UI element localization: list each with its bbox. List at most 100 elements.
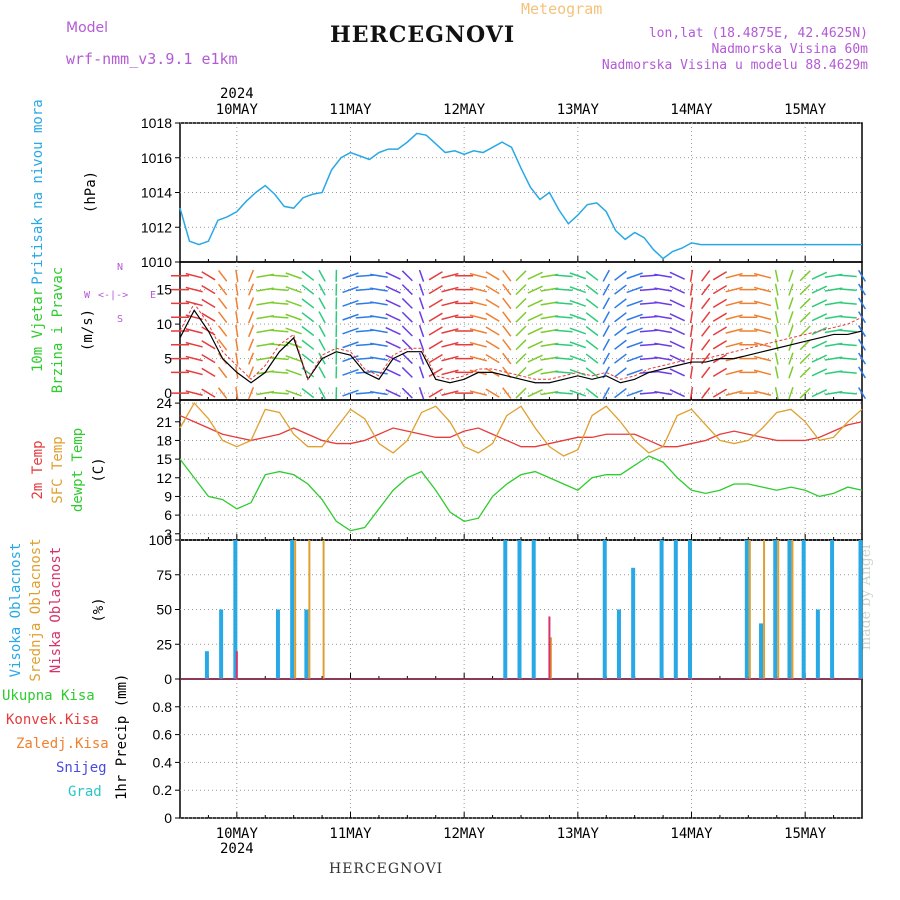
wind-arrow	[788, 311, 794, 324]
wind-ylabel-sub: Brzina i Pravac	[50, 267, 66, 393]
cloud-bar	[787, 540, 792, 679]
wind-arrow	[301, 387, 315, 399]
wind-arrow	[639, 329, 658, 333]
wind-arrow	[527, 313, 543, 322]
precip-legend-item: Grad	[68, 784, 102, 800]
wind-arrow	[201, 298, 216, 309]
wind-tick-label: 5	[164, 351, 172, 367]
wind-arrow	[441, 369, 459, 376]
wind-arrow	[502, 352, 512, 365]
wind-arrow	[185, 390, 203, 396]
wind-arrow	[774, 324, 779, 338]
wind-arrow	[554, 315, 573, 319]
wind-arrow	[515, 311, 527, 323]
cloud-bar	[673, 540, 678, 679]
wind-arrow	[342, 313, 359, 321]
wind-arrow	[626, 389, 643, 397]
wind-arrow	[811, 299, 828, 308]
wind-arrow	[654, 356, 672, 361]
wind-arrow	[418, 338, 425, 351]
wind-arrow	[185, 341, 203, 348]
wind-arrow	[418, 269, 425, 282]
model-altitude: Nadmorska Visina u modelu 88.4629m	[601, 58, 868, 73]
wind-arrow	[270, 274, 289, 278]
wind-arrow	[569, 272, 587, 280]
wind-arrow	[669, 313, 685, 322]
wind-arrow	[857, 283, 867, 296]
precipitation-tick-label: 0.6	[153, 727, 173, 743]
precip-legend-item: Snijeg	[56, 760, 107, 776]
wind-arrow	[811, 368, 828, 377]
wind-arrow	[217, 283, 228, 296]
wind-arrow	[502, 283, 512, 296]
wind-arrow	[248, 352, 255, 365]
wind-arrow	[318, 283, 326, 296]
wind-arrow	[725, 286, 743, 293]
cloud-bar	[294, 540, 297, 679]
wind-arrow	[441, 272, 459, 279]
wind-arrow	[428, 298, 443, 309]
wind-arrow	[774, 311, 779, 324]
wind-arrow	[342, 389, 359, 397]
wind-arrow	[428, 312, 443, 322]
wind-arrow	[701, 297, 711, 310]
cloud-bar	[801, 540, 806, 679]
wind-arrow	[799, 270, 811, 282]
wind-arrow	[811, 388, 828, 398]
wind-arrow	[811, 340, 828, 349]
wind-arrow	[441, 390, 459, 396]
day-label-top: 12MAY	[443, 102, 486, 118]
wind-arrow	[654, 390, 672, 396]
clouds-tick-label: 75	[156, 567, 172, 583]
wind-arrow	[401, 325, 413, 337]
wind-arrow	[689, 283, 694, 296]
day-label-top: 11MAY	[329, 102, 372, 118]
wind-arrow	[669, 285, 685, 294]
wind-arrow	[669, 326, 685, 336]
wind-arrow	[318, 269, 326, 282]
meteogram-label: Meteogram	[521, 0, 603, 18]
cloud-bar	[777, 540, 780, 679]
day-label-top: 13MAY	[557, 102, 600, 118]
cloud-bar	[204, 651, 209, 679]
wind-arrow	[342, 286, 359, 294]
wind-arrow	[370, 273, 388, 278]
wind-arrow	[701, 311, 711, 324]
wind-arrow	[654, 315, 672, 320]
wind-arrow	[418, 297, 425, 310]
cloud-bar	[830, 540, 835, 679]
wind-arrow	[285, 389, 302, 397]
day-label-bottom: 10MAY	[216, 826, 259, 842]
wind-arrow	[689, 324, 694, 338]
day-label-top: 14MAY	[670, 102, 713, 118]
wind-arrow	[585, 270, 599, 281]
cloud-bar	[659, 540, 664, 679]
wind-arrow	[654, 370, 672, 375]
temperature-tick-label: 3	[164, 526, 172, 542]
wind-arrow	[725, 341, 743, 348]
wind-arrow	[185, 369, 203, 376]
cloud-bar	[815, 609, 820, 679]
wind-arrow	[235, 387, 239, 400]
wind-gust-line	[179, 302, 863, 381]
wind-arrow	[614, 298, 627, 309]
dewpoint-line	[179, 455, 863, 532]
wind-arrow	[669, 388, 685, 398]
wind-arrow	[285, 286, 302, 294]
wind-arrow	[626, 286, 643, 294]
wind-arrow	[318, 387, 326, 400]
wind-arrow	[485, 353, 500, 364]
wind-arrow	[712, 271, 727, 281]
wind-arrow	[725, 314, 743, 321]
wind-tick-label: 15	[156, 282, 172, 298]
temperature-tick-label: 9	[164, 488, 172, 504]
temperature-tick-label: 12	[156, 470, 172, 486]
year-label-top: 2024	[220, 86, 254, 102]
compass-arrows: <-|->	[98, 290, 128, 301]
wind-arrow	[469, 272, 487, 279]
wind-arrow	[235, 269, 239, 282]
cloud-bar	[304, 609, 309, 679]
wind-arrow	[712, 367, 727, 378]
wind-arrow	[285, 355, 302, 363]
wind-arrow	[515, 387, 527, 399]
